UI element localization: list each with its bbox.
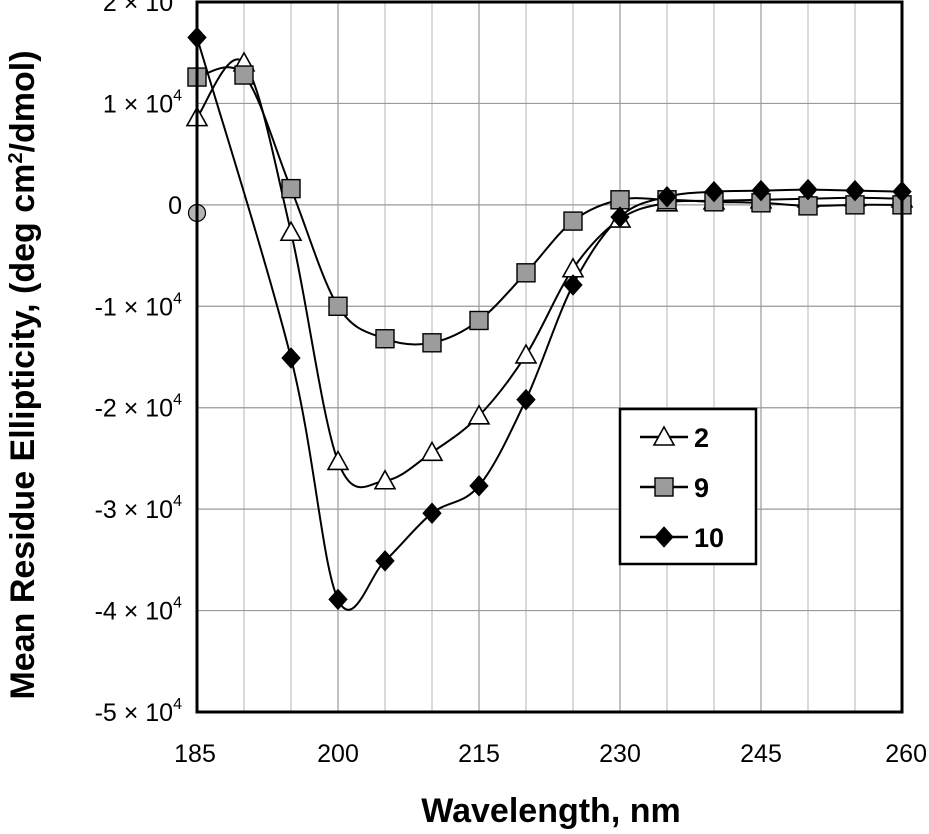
y-axis-title-tail: /dmol): [4, 50, 42, 152]
x-tick-label: 185: [174, 740, 216, 768]
series-10-point: [422, 502, 442, 524]
y-tick-label: -5 × 104: [95, 696, 183, 727]
series-10-point: [469, 475, 489, 497]
y-tick-label: 1 × 104: [103, 87, 182, 118]
series-9-point: [563, 211, 583, 231]
series-10-point: [657, 185, 677, 208]
series-9-point: [281, 178, 301, 199]
x-tick-label: 215: [458, 740, 500, 768]
series-9-point: [469, 310, 489, 331]
x-tick-label: 260: [885, 740, 927, 768]
series-markers: [185, 26, 914, 611]
x-tick-label: 230: [599, 740, 641, 768]
legend-label: 2: [694, 423, 709, 453]
series-10-point: [704, 180, 724, 203]
y-tick-labels: 2 × 104 1 × 104 0 -1 × 104 -2 × 104 -3 × 104 -…: [95, 0, 183, 727]
series-9-point: [610, 190, 630, 210]
series-2-point: [373, 469, 397, 490]
legend-label: 10: [694, 523, 724, 553]
y-tick-label: -1 × 104: [95, 290, 183, 321]
series-10-point: [845, 179, 865, 202]
series-10-point: [798, 178, 818, 201]
x-tick-labels: 185 200 215 230 245 260: [174, 740, 927, 768]
legend-marker-2: [652, 425, 676, 446]
series-2-point: [561, 257, 585, 278]
y-axis-title: Mean Residue Ellipticity, (deg cm2/dmol): [4, 50, 42, 699]
series-curves: [196, 37, 903, 611]
y-axis-title-sup: 2: [5, 152, 27, 163]
series-2-point: [279, 220, 303, 242]
y-tick-label: -2 × 104: [95, 392, 183, 423]
series-2-point: [467, 404, 491, 425]
plot-frame: [195, 0, 904, 714]
series-2-point: [420, 440, 444, 462]
series-10-point: [281, 347, 301, 369]
series-10-point: [516, 388, 536, 411]
series-line-10: [196, 37, 903, 611]
x-tick-label: 245: [740, 740, 782, 768]
series-9-point: [375, 329, 395, 349]
series-9-point: [328, 296, 348, 316]
grid-lines: [196, 1, 903, 713]
legend-marker-9: [654, 477, 674, 497]
series-2-point: [514, 343, 538, 364]
y-tick-label: -4 × 104: [95, 595, 183, 626]
series-line-2: [196, 58, 903, 489]
y-axis-title-main: Mean Residue Ellipticity, (deg cm: [4, 164, 42, 700]
x-axis-title: Wavelength, nm: [421, 792, 680, 830]
series-10-point: [375, 550, 395, 572]
y-tick-label: 2 × 104: [103, 0, 182, 17]
legend-label: 9: [694, 473, 709, 503]
series-10-point: [563, 274, 583, 296]
series-line-9: [196, 66, 903, 346]
series-9-point: [422, 333, 442, 353]
legend: 2 9 10: [618, 407, 758, 566]
series-2-point: [326, 449, 350, 471]
y-tick-label: 0: [168, 192, 182, 220]
series-9-point: [234, 65, 254, 85]
legend-marker-10: [654, 526, 674, 548]
x-tick-label: 200: [317, 740, 359, 768]
series-10-point: [751, 179, 771, 202]
series-10-point: [328, 588, 348, 611]
series-10-point: [610, 206, 630, 228]
series-9-point: [516, 263, 536, 283]
y-tick-label: -3 × 104: [95, 493, 183, 524]
